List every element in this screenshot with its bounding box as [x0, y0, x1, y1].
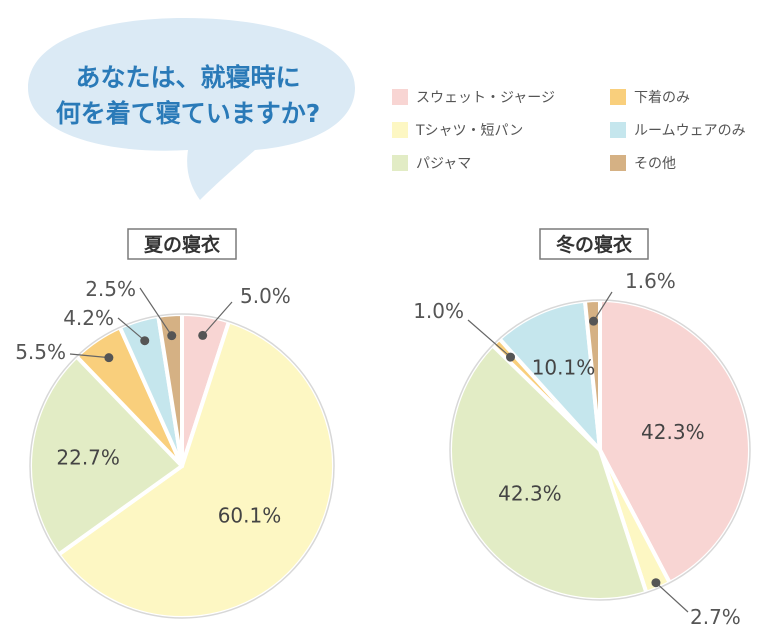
- summer-chart-title: 夏の寝衣: [144, 233, 220, 256]
- question-bubble: あなたは、就寝時に 何を着て寝ていますか?: [28, 18, 355, 200]
- pie-chart-summer: 5.0% 60.1% 22.7% 5.5% 4.2% 2.5%: [15, 277, 336, 620]
- pie-value-label: 22.7%: [56, 445, 120, 469]
- legend-label: その他: [634, 156, 676, 172]
- pie-leader-dot: [198, 330, 208, 340]
- pie-leader-line: [593, 291, 613, 322]
- pie-value-label: 5.5%: [15, 340, 66, 364]
- pie-value-label: 4.2%: [63, 306, 114, 330]
- pie-leader-dot: [651, 578, 661, 588]
- legend-label: ルームウェアのみ: [634, 123, 746, 139]
- pie-leader-dot: [140, 336, 150, 346]
- winter-title-box: [539, 228, 649, 260]
- pie-leader-line: [467, 319, 511, 358]
- legend-swatch: [610, 155, 626, 171]
- pie-leader-dot: [104, 353, 114, 363]
- summer-title-box: [127, 228, 237, 260]
- legend-swatch: [610, 122, 626, 138]
- pie-leader-line: [139, 287, 173, 337]
- legend-swatch: [392, 155, 408, 171]
- pie-leader-dot: [589, 316, 599, 326]
- pie-value-label: 2.5%: [85, 277, 136, 301]
- question-line-2: 何を着て寝ていますか?: [56, 99, 321, 128]
- pie-leader-line: [69, 353, 109, 359]
- legend-swatch: [610, 89, 626, 105]
- pie-leader-line: [655, 582, 689, 613]
- pie-leader-line: [202, 301, 233, 336]
- pie-leader-dot: [167, 331, 177, 341]
- pie-value-label: 60.1%: [218, 503, 282, 527]
- legend-swatch: [392, 122, 408, 138]
- question-line-1: あなたは、就寝時に: [75, 63, 300, 92]
- pie-value-label: 5.0%: [240, 284, 291, 308]
- pie-rim: [449, 299, 751, 601]
- pie-chart-winter: 42.3% 2.7% 42.3% 1.0% 10.1% 1.6%: [413, 269, 752, 629]
- pie-value-label: 2.7%: [690, 605, 741, 629]
- legend-label: Tシャツ・短パン: [415, 123, 523, 139]
- speech-bubble-shape: [28, 18, 355, 200]
- legend-swatch: [392, 89, 408, 105]
- pie-value-label: 42.3%: [498, 482, 562, 506]
- pie-rim: [29, 313, 335, 619]
- pie-leader-line: [117, 317, 146, 342]
- pie-value-label: 42.3%: [641, 420, 705, 444]
- pie-value-label: 1.0%: [413, 299, 464, 323]
- pie-value-label: 1.6%: [625, 269, 676, 293]
- legend-label: スウェット・ジャージ: [416, 90, 555, 106]
- legend-label: 下着のみ: [634, 90, 690, 106]
- legend-label: パジャマ: [416, 156, 471, 172]
- pie-leader-dot: [506, 352, 516, 362]
- winter-chart-title: 冬の寝衣: [556, 233, 632, 256]
- pie-value-label: 10.1%: [532, 356, 596, 380]
